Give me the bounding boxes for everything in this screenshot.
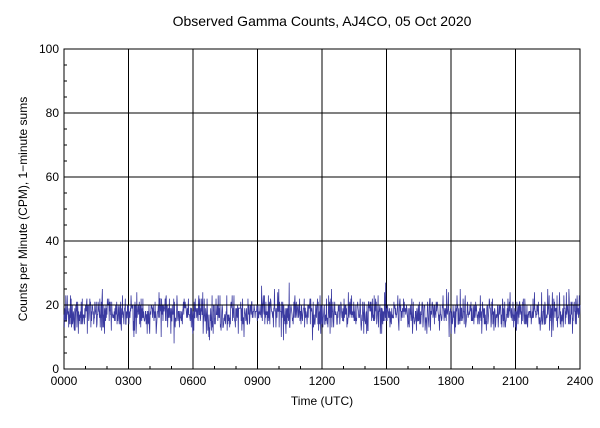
y-tick-label: 60: [46, 170, 60, 184]
x-tick-label: 2400: [567, 374, 594, 388]
x-tick-label: 1200: [309, 374, 336, 388]
y-tick-label: 80: [46, 106, 60, 120]
y-tick-label: 0: [52, 362, 59, 376]
y-tick-labels: 0 20 40 60 80 100: [39, 42, 59, 376]
y-tick-label: 40: [46, 234, 60, 248]
x-tick-label: 1800: [438, 374, 465, 388]
count-series-line: [63, 282, 581, 344]
x-tick-label: 0600: [180, 374, 207, 388]
y-tick-label: 100: [39, 42, 59, 56]
y-axis-title: Counts per Minute (CPM), 1−minute sums: [16, 97, 30, 321]
y-tick-label: 20: [46, 298, 60, 312]
x-tick-labels: 0000 0300 0600 0900 1200 1500 1800 2100 2400: [51, 374, 594, 388]
x-tick-label: 0900: [244, 374, 271, 388]
series-layer: [63, 282, 581, 344]
x-axis-title: Time (UTC): [291, 394, 353, 408]
chart-title: Observed Gamma Counts, AJ4CO, 05 Oct 202…: [173, 13, 472, 29]
ticks: [63, 48, 581, 370]
x-tick-label: 0000: [51, 374, 78, 388]
x-tick-label: 0300: [115, 374, 142, 388]
x-tick-label: 1500: [373, 374, 400, 388]
x-tick-label: 2100: [502, 374, 529, 388]
